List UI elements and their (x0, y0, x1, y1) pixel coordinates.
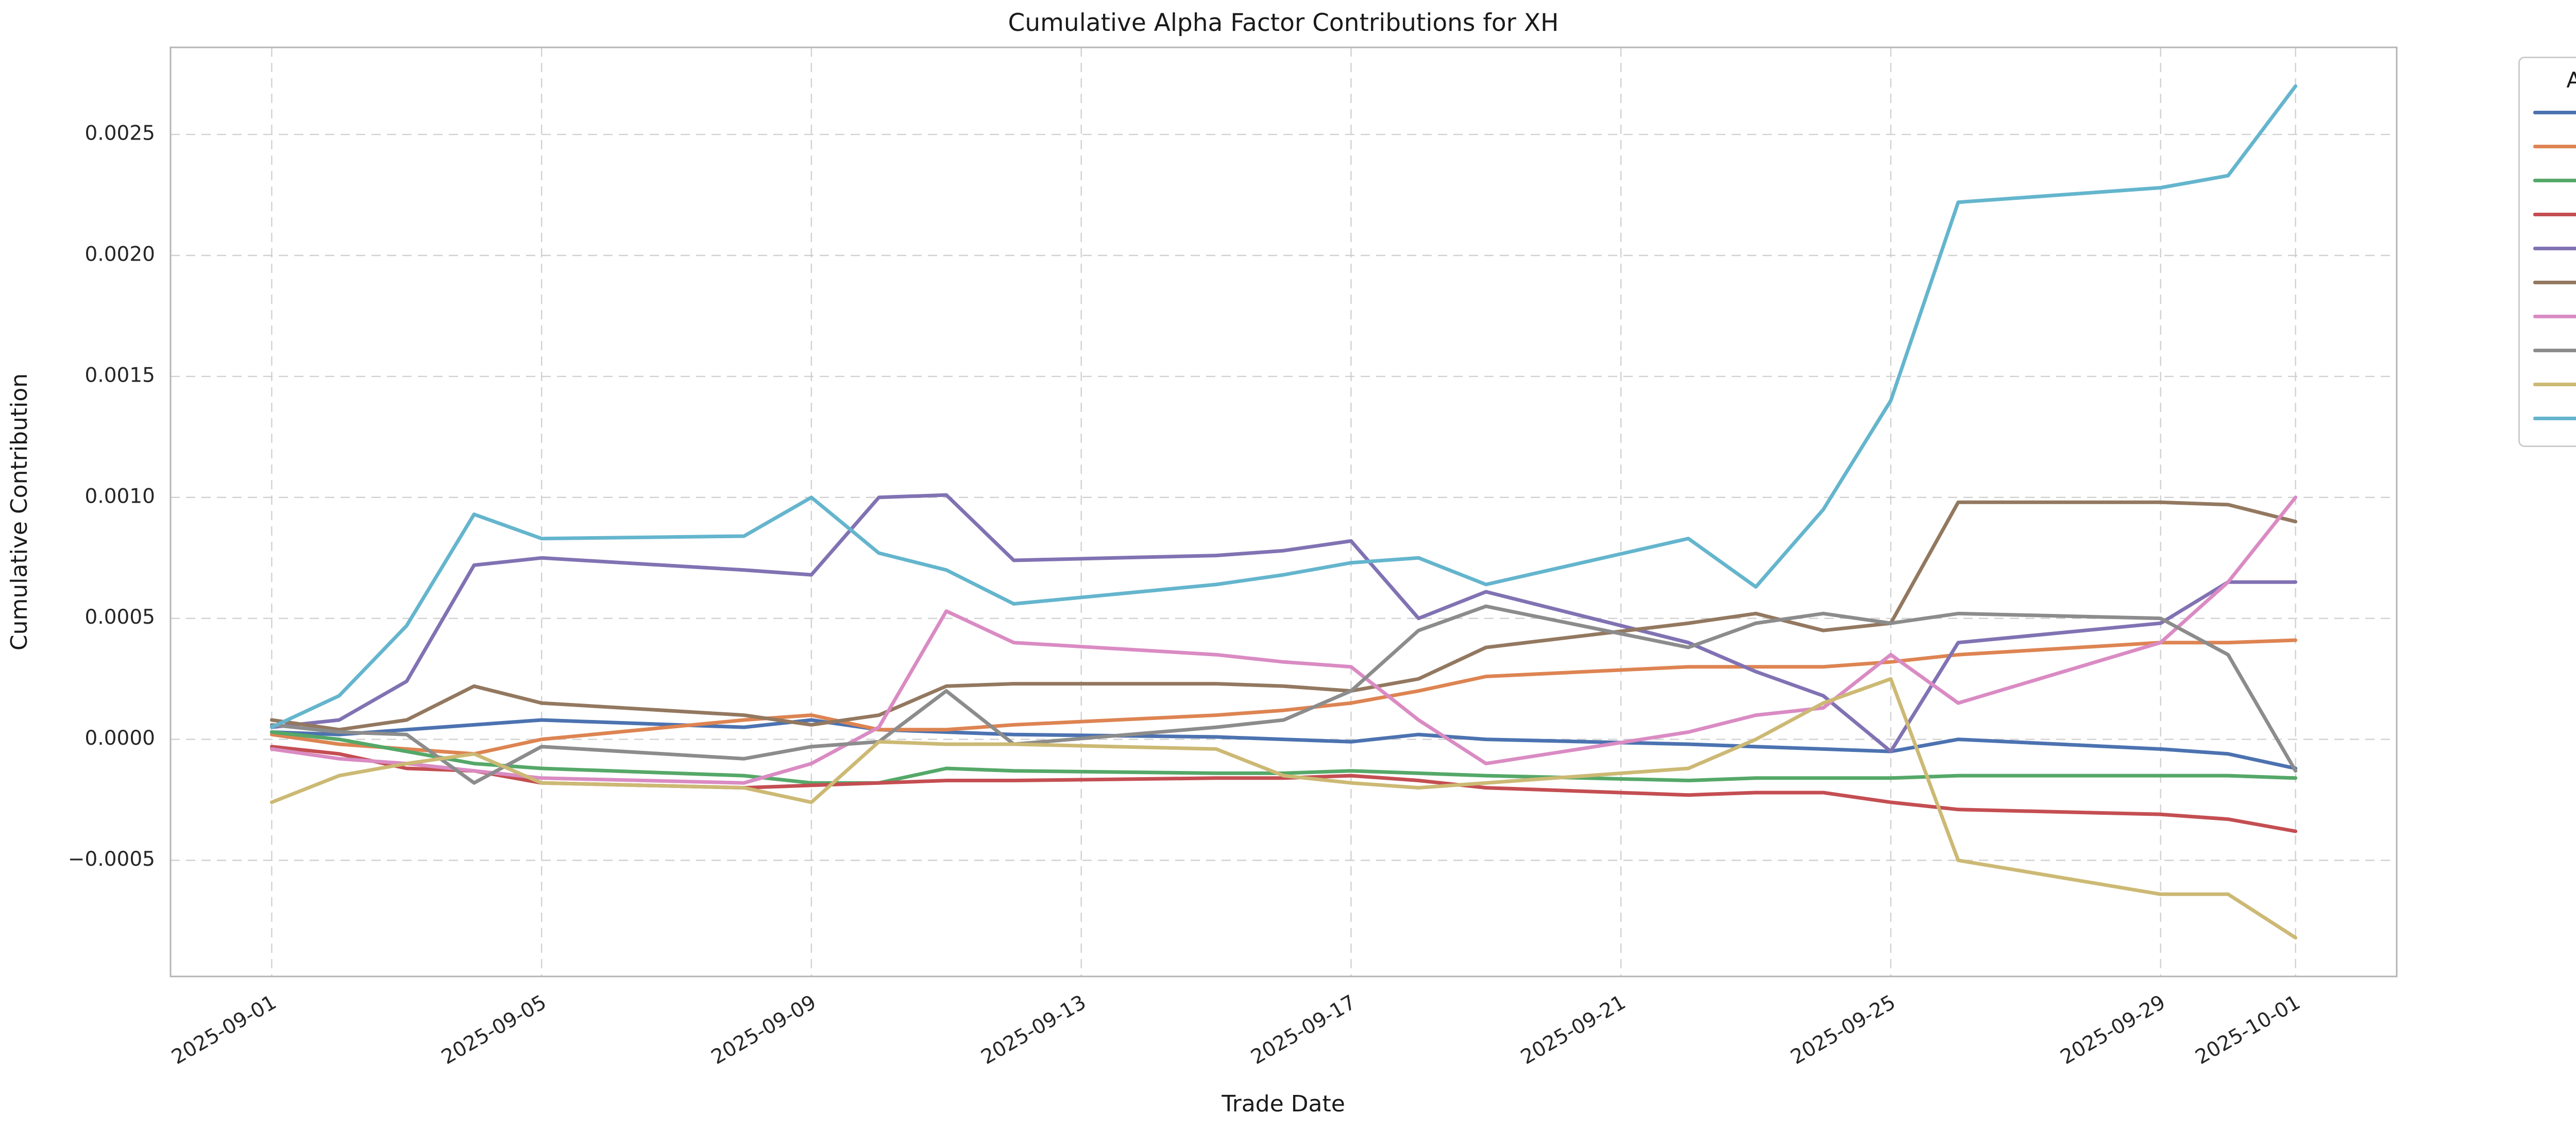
series-line-fmom (269, 718, 2298, 770)
x-tick-label: 2025-09-05 (437, 991, 550, 1069)
legend-item-stability: stability (2533, 333, 2576, 367)
y-tick-label: −0.0005 (68, 848, 155, 871)
legend-line-swatch-revision (2533, 314, 2576, 318)
x-tick-labels: 2025-09-01 2025-09-05 2025-09-09 2025-09-13… (168, 991, 2304, 1069)
x-tick-label: 2025-09-01 (168, 991, 281, 1069)
plot-border (170, 46, 2398, 977)
x-tick-label: 2025-10-01 (2192, 991, 2304, 1069)
chart-layers: −0.0005 0.0000 0.0005 0.0010 0.0015 0.0020 0.0… (68, 46, 2398, 1069)
x-tick-label: 2025-09-25 (1787, 991, 1900, 1069)
legend-item-fmom: fmom (2533, 95, 2576, 129)
legend-items: fmomlinkagemomentumneglectqualityreversa… (2533, 95, 2576, 435)
y-tick-label: 0.0010 (85, 485, 155, 508)
chart-title: Cumulative Alpha Factor Contributions fo… (1008, 9, 1559, 37)
legend-item-linkage: linkage (2533, 129, 2576, 163)
series-line-stability (269, 604, 2298, 785)
x-tick-label: 2025-09-17 (1247, 991, 1360, 1069)
y-tick-label: 0.0025 (85, 122, 155, 145)
legend-item-value_liq: value_liq (2533, 401, 2576, 435)
legend-line-swatch-linkage (2533, 144, 2576, 148)
x-axis-label: Trade Date (1221, 1091, 1345, 1117)
series-line-neglect (269, 745, 2298, 833)
series-line-momentum (269, 730, 2298, 785)
x-tick-label: 2025-09-09 (707, 991, 820, 1069)
series-line-reversal (269, 500, 2298, 732)
legend-line-swatch-reversal (2533, 280, 2576, 284)
legend-item-value_gc: value_gc (2533, 367, 2576, 401)
legend-item-reversal: reversal (2533, 265, 2576, 299)
legend-item-quality: quality (2533, 231, 2576, 265)
legend-line-swatch-momentum (2533, 178, 2576, 182)
y-axis-label: Cumulative Contribution (6, 373, 32, 650)
y-tick-label: 0.0020 (85, 243, 155, 266)
x-tick-label: 2025-09-13 (977, 991, 1090, 1069)
series-lines (269, 84, 2298, 940)
legend-item-momentum: momentum (2533, 163, 2576, 197)
series-line-revision (269, 495, 2298, 785)
legend-line-swatch-value_gc (2533, 382, 2576, 386)
y-tick-label: 0.0000 (85, 727, 155, 750)
legend-line-swatch-fmom (2533, 110, 2576, 114)
y-tick-label: 0.0005 (85, 606, 155, 629)
series-line-linkage (269, 638, 2298, 756)
gridlines (171, 47, 2397, 976)
legend-line-swatch-stability (2533, 348, 2576, 352)
y-tick-label: 0.0015 (85, 364, 155, 387)
y-tick-labels: −0.0005 0.0000 0.0005 0.0010 0.0015 0.0020 0.0… (68, 122, 155, 871)
legend-item-neglect: neglect (2533, 197, 2576, 231)
legend-line-swatch-neglect (2533, 212, 2576, 216)
legend-item-revision: revision (2533, 299, 2576, 333)
series-line-value_liq (269, 84, 2298, 729)
legend-line-swatch-quality (2533, 246, 2576, 250)
series-line-quality (269, 493, 2298, 753)
series-line-value_gc (269, 677, 2298, 940)
x-tick-label: 2025-09-21 (1517, 991, 1630, 1069)
legend-line-swatch-value_liq (2533, 416, 2576, 420)
legend-title: Alpha Factor (2566, 67, 2576, 93)
legend: Alpha Factor fmomlinkagemomentumneglectq… (2518, 57, 2576, 447)
x-tick-label: 2025-09-29 (2057, 991, 2170, 1069)
